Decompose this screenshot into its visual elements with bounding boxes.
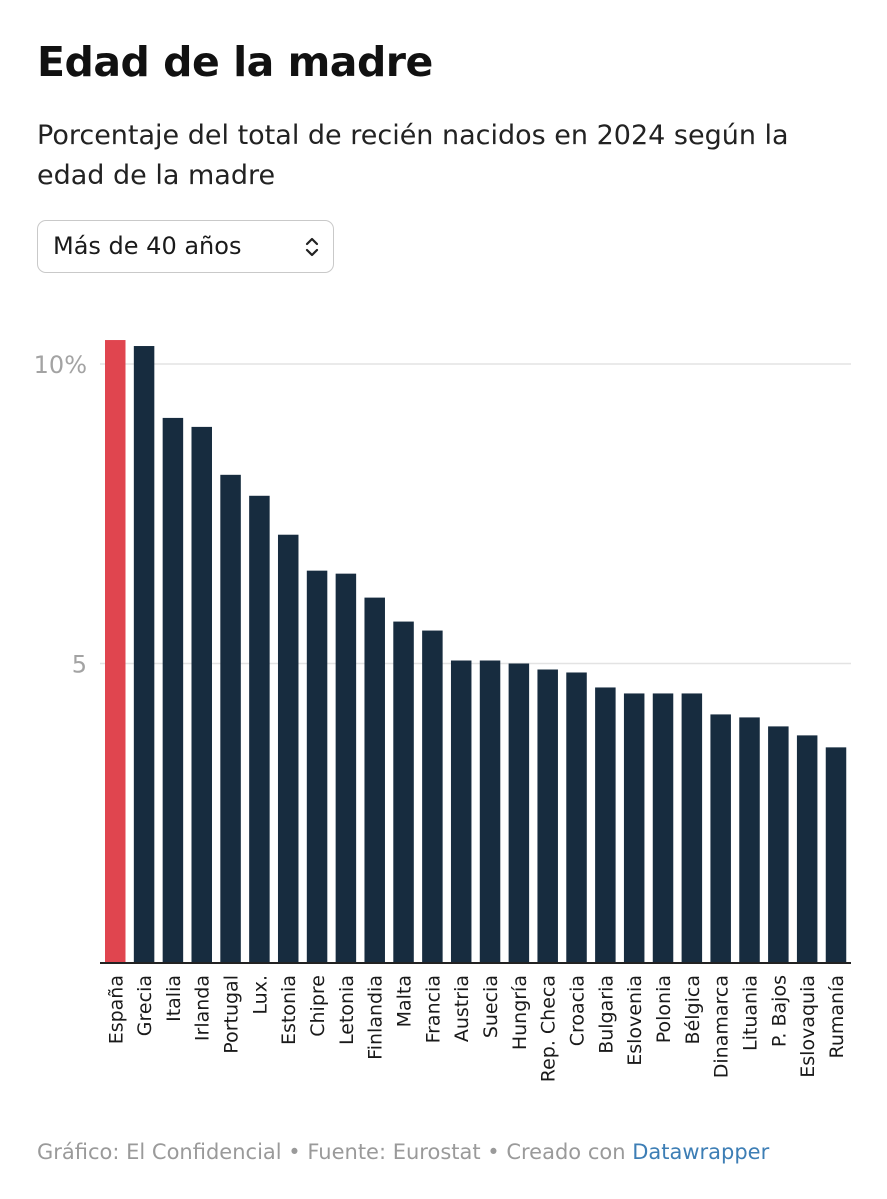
- bar: [393, 621, 414, 963]
- bar: [595, 687, 616, 963]
- bar: [191, 426, 212, 963]
- x-tick-label: Austria: [451, 975, 473, 1042]
- x-tick-label: Polonia: [653, 975, 675, 1043]
- chart-subtitle: Porcentaje del total de recién nacidos e…: [37, 120, 789, 191]
- chart-footer: Gráfico: El Confidencial • Fuente: Euros…: [37, 1140, 769, 1164]
- bar: [450, 660, 472, 963]
- bar: [623, 693, 645, 963]
- bar: [768, 726, 789, 963]
- bar: [364, 597, 385, 963]
- chart-title: Edad de la madre: [37, 38, 433, 86]
- bar: [479, 660, 501, 963]
- x-tick-label: Letonia: [336, 975, 358, 1045]
- age-group-select[interactable]: Más de 40 años: [37, 220, 334, 273]
- bar: [220, 474, 241, 963]
- footer-source-text: Gráfico: El Confidencial • Fuente: Euros…: [37, 1140, 633, 1164]
- x-tick-label: Chipre: [307, 975, 329, 1037]
- bar: [652, 693, 674, 963]
- x-tick-label: Lituania: [740, 975, 762, 1051]
- bar: [335, 573, 357, 963]
- bar: [508, 663, 530, 963]
- bar: [710, 714, 731, 963]
- age-group-select-value: Más de 40 años: [53, 232, 242, 260]
- x-tick-label: Rep. Checa: [538, 975, 560, 1082]
- bar: [566, 672, 587, 963]
- x-tick-label: Bélgica: [682, 975, 704, 1044]
- x-tick-label: Dinamarca: [711, 975, 733, 1078]
- x-tick-label: Lux.: [249, 975, 271, 1015]
- bar: [825, 747, 847, 963]
- bar: [277, 534, 299, 963]
- x-tick-label: Estonia: [278, 975, 300, 1045]
- x-tick-label: Eslovenia: [624, 975, 646, 1066]
- bar: [162, 417, 184, 963]
- x-tick-label: Eslovaquia: [797, 975, 819, 1078]
- x-tick-label: Bulgaria: [595, 975, 617, 1054]
- bar: [739, 717, 760, 963]
- bar: [105, 340, 126, 963]
- x-tick-label: Francia: [422, 975, 444, 1043]
- bar: [306, 570, 328, 963]
- bar: [422, 630, 443, 963]
- x-tick-label: Grecia: [134, 975, 156, 1036]
- x-tick-label: España: [105, 975, 127, 1044]
- bar: [133, 346, 155, 963]
- x-tick-label: P. Bajos: [768, 975, 790, 1047]
- bar: [681, 693, 703, 963]
- x-tick-label: Suecia: [480, 975, 502, 1038]
- y-tick-label: 5: [72, 651, 87, 679]
- x-tick-label: Irlanda: [192, 975, 214, 1041]
- x-tick-label: Portugal: [221, 975, 243, 1054]
- x-tick-label: Malta: [394, 975, 416, 1027]
- x-tick-label: Hungría: [509, 975, 531, 1050]
- bar: [537, 669, 558, 963]
- bar-chart: 5 10% España Grecia Italia Irlanda Portugal Lux…: [34, 340, 851, 1082]
- bar: [796, 735, 818, 963]
- x-tick-label: Rumanía: [826, 975, 848, 1059]
- x-tick-label: Italia: [163, 975, 185, 1022]
- x-tick-label: Finlandia: [365, 975, 387, 1060]
- chevron-up-down-icon: [305, 237, 319, 257]
- datawrapper-link[interactable]: Datawrapper: [632, 1140, 770, 1164]
- x-tick-label: Croacia: [567, 975, 589, 1046]
- y-tick-label: 10%: [34, 351, 87, 379]
- bar: [249, 495, 270, 963]
